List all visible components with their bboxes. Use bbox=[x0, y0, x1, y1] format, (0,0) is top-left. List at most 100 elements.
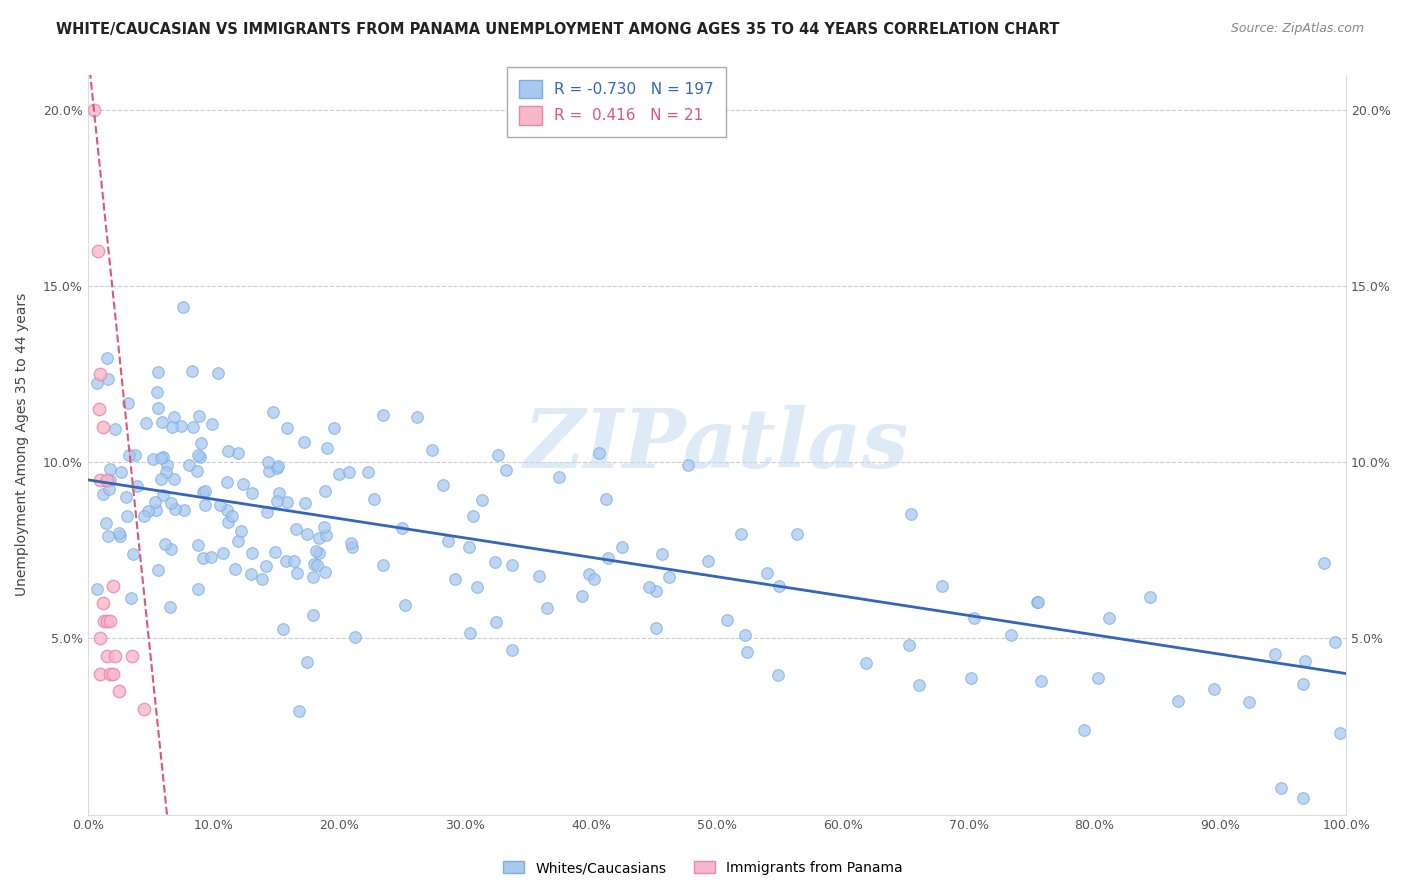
Point bbox=[259, 464, 281, 478]
Point bbox=[420, 442, 443, 457]
Point bbox=[495, 463, 517, 477]
Point bbox=[104, 422, 127, 436]
Point bbox=[302, 570, 325, 584]
Point bbox=[645, 621, 668, 635]
Point bbox=[328, 467, 350, 481]
Point bbox=[159, 496, 181, 510]
Point bbox=[152, 488, 174, 502]
Point bbox=[96, 474, 118, 488]
Point bbox=[159, 542, 181, 557]
Point bbox=[855, 656, 877, 670]
Point bbox=[110, 465, 132, 479]
Point bbox=[900, 507, 922, 521]
Point bbox=[200, 549, 222, 564]
Point bbox=[135, 416, 157, 430]
Point bbox=[463, 508, 485, 523]
Point bbox=[240, 485, 263, 500]
Point bbox=[87, 402, 110, 417]
Point bbox=[676, 458, 699, 472]
Point bbox=[931, 578, 953, 592]
Point bbox=[107, 526, 129, 541]
Point bbox=[1087, 671, 1109, 685]
Point bbox=[155, 465, 177, 479]
Point bbox=[501, 558, 523, 572]
Point bbox=[89, 473, 111, 487]
Point bbox=[150, 472, 173, 486]
Point bbox=[337, 466, 360, 480]
Point bbox=[314, 565, 336, 579]
Point bbox=[1264, 648, 1286, 662]
Point bbox=[637, 580, 659, 594]
Point bbox=[578, 566, 600, 581]
Point bbox=[1204, 681, 1226, 696]
Point bbox=[250, 573, 273, 587]
Point bbox=[284, 523, 307, 537]
Point bbox=[305, 543, 328, 558]
Point bbox=[96, 351, 118, 365]
Point bbox=[150, 451, 173, 466]
Point bbox=[194, 499, 217, 513]
Point bbox=[143, 495, 166, 509]
Point bbox=[172, 300, 194, 314]
Point bbox=[315, 528, 337, 542]
Point bbox=[595, 492, 617, 507]
Point bbox=[101, 666, 124, 681]
Point bbox=[1098, 611, 1121, 625]
Point bbox=[96, 648, 118, 663]
Point bbox=[373, 408, 395, 422]
Point bbox=[283, 553, 305, 567]
Point bbox=[98, 473, 121, 487]
Point bbox=[134, 702, 156, 716]
Point bbox=[308, 546, 330, 560]
Point bbox=[1026, 594, 1049, 608]
Point bbox=[124, 448, 146, 462]
Point bbox=[322, 421, 344, 435]
Point bbox=[697, 554, 720, 568]
Point bbox=[295, 527, 318, 541]
Point bbox=[187, 409, 209, 423]
Point bbox=[276, 554, 298, 568]
Point bbox=[340, 535, 363, 549]
Point bbox=[651, 548, 673, 562]
Point bbox=[588, 445, 610, 459]
Point bbox=[406, 409, 429, 424]
Point bbox=[97, 529, 120, 543]
Point bbox=[432, 477, 454, 491]
Point bbox=[363, 491, 385, 506]
Point bbox=[716, 613, 738, 627]
Point bbox=[150, 415, 173, 429]
Point bbox=[308, 531, 330, 545]
Point bbox=[266, 461, 288, 475]
Point bbox=[159, 599, 181, 614]
Point bbox=[598, 551, 620, 566]
Point bbox=[89, 666, 111, 681]
Point bbox=[768, 579, 790, 593]
Point bbox=[217, 516, 239, 530]
Point bbox=[486, 448, 509, 462]
Point bbox=[766, 668, 789, 682]
Point bbox=[898, 638, 921, 652]
Point bbox=[136, 504, 159, 518]
Point bbox=[162, 419, 184, 434]
Point bbox=[276, 495, 298, 509]
Point bbox=[263, 545, 285, 559]
Point bbox=[97, 482, 120, 496]
Point bbox=[737, 645, 759, 659]
Point bbox=[98, 461, 121, 475]
Text: WHITE/CAUCASIAN VS IMMIGRANTS FROM PANAMA UNEMPLOYMENT AMONG AGES 35 TO 44 YEARS: WHITE/CAUCASIAN VS IMMIGRANTS FROM PANAM… bbox=[56, 22, 1060, 37]
Point bbox=[186, 448, 208, 462]
Point bbox=[201, 417, 224, 431]
Point bbox=[755, 566, 778, 581]
Point bbox=[1031, 673, 1053, 688]
Point bbox=[190, 436, 212, 450]
Point bbox=[288, 704, 311, 718]
Point bbox=[232, 477, 254, 491]
Point bbox=[658, 570, 681, 584]
Point bbox=[187, 538, 209, 552]
Point bbox=[217, 444, 239, 458]
Point bbox=[1292, 676, 1315, 690]
Text: Source: ZipAtlas.com: Source: ZipAtlas.com bbox=[1230, 22, 1364, 36]
Point bbox=[177, 458, 200, 473]
Point bbox=[262, 405, 284, 419]
Point bbox=[267, 458, 290, 473]
